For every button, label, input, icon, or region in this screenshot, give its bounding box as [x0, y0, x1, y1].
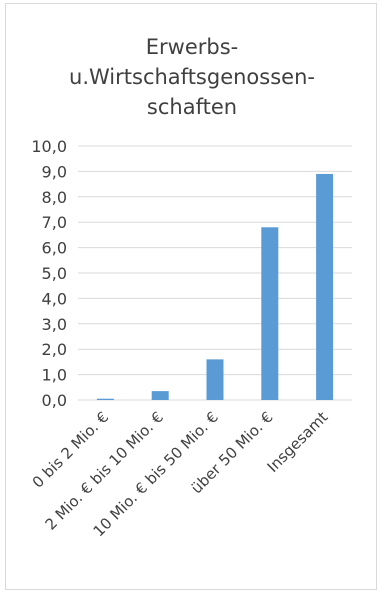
y-tick-label: 6,0: [42, 239, 67, 258]
bar: [96, 398, 114, 400]
y-tick-label: 8,0: [42, 188, 67, 207]
y-tick-label: 2,0: [42, 340, 67, 359]
bar: [316, 173, 334, 400]
y-tick-label: 10,0: [31, 137, 67, 156]
chart-title-line: Erwerbs-: [145, 35, 239, 59]
y-tick-label: 1,0: [42, 366, 67, 385]
y-tick-label: 7,0: [42, 213, 67, 232]
bar: [151, 391, 169, 400]
y-tick-label: 3,0: [42, 315, 67, 334]
bar: [206, 359, 224, 400]
chart-title: Erwerbs- u.Wirtschaftsgenossen- schaften: [6, 32, 378, 122]
chart-title-line: schaften: [146, 95, 238, 119]
y-tick-label: 9,0: [42, 162, 67, 181]
chart-area: Erwerbs- u.Wirtschaftsgenossen- schaften: [5, 3, 377, 590]
bar: [261, 227, 279, 400]
y-tick-label: 0,0: [42, 391, 67, 410]
chart-title-line: u.Wirtschaftsgenossen-: [69, 65, 315, 89]
y-tick-label: 5,0: [42, 264, 67, 283]
y-tick-label: 4,0: [42, 289, 67, 308]
